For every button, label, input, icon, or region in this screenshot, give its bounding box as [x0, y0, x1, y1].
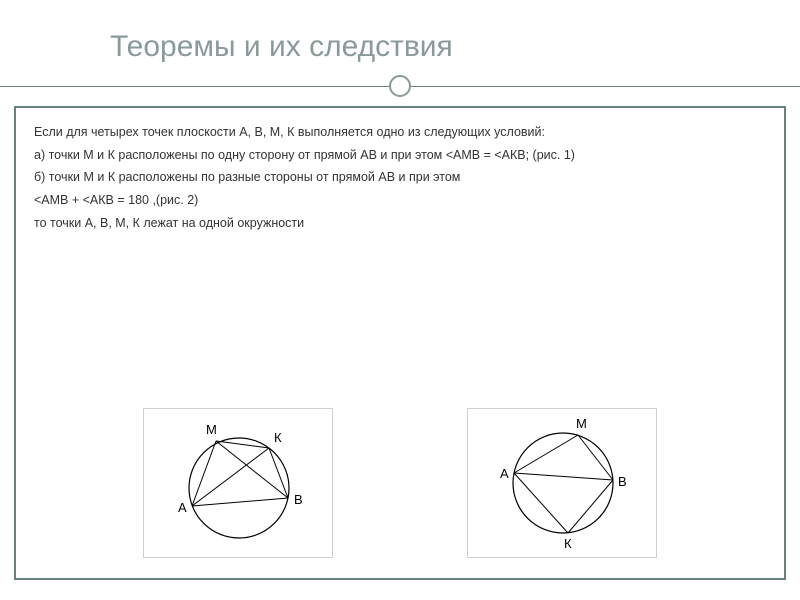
- title-area: Теоремы и их следствия: [0, 0, 800, 74]
- svg-text:А: А: [178, 500, 187, 515]
- svg-text:К: К: [274, 430, 282, 445]
- svg-text:М: М: [206, 422, 217, 437]
- paragraph-intro: Если для четырех точек плоскости А, В, М…: [34, 122, 766, 143]
- diagram-fig1: А М К В: [144, 408, 332, 558]
- title-divider: [0, 74, 800, 98]
- paragraph-b1: б) точки М и К расположены по разные сто…: [34, 167, 766, 188]
- svg-text:В: В: [618, 474, 627, 489]
- paragraph-conclusion: то точки А, В, М, К лежат на одной окруж…: [34, 213, 766, 234]
- figure-1: А М К В: [143, 408, 333, 558]
- body-text: Если для четырех точек плоскости А, В, М…: [34, 122, 766, 233]
- diagram-fig2: А М В К: [468, 408, 656, 558]
- svg-text:А: А: [500, 466, 509, 481]
- divider-circle-icon: [389, 75, 411, 97]
- slide-title: Теоремы и их следствия: [40, 30, 760, 64]
- svg-text:М: М: [576, 416, 587, 431]
- paragraph-b2: <АМВ + <АКВ = 180 ,(рис. 2): [34, 190, 766, 211]
- figures-row: А М К В А М В К: [16, 408, 784, 558]
- svg-text:К: К: [564, 536, 572, 551]
- figure-2: А М В К: [467, 408, 657, 558]
- content-frame: Если для четырех точек плоскости А, В, М…: [14, 106, 786, 580]
- svg-text:В: В: [294, 492, 303, 507]
- paragraph-a: а) точки М и К расположены по одну сторо…: [34, 145, 766, 166]
